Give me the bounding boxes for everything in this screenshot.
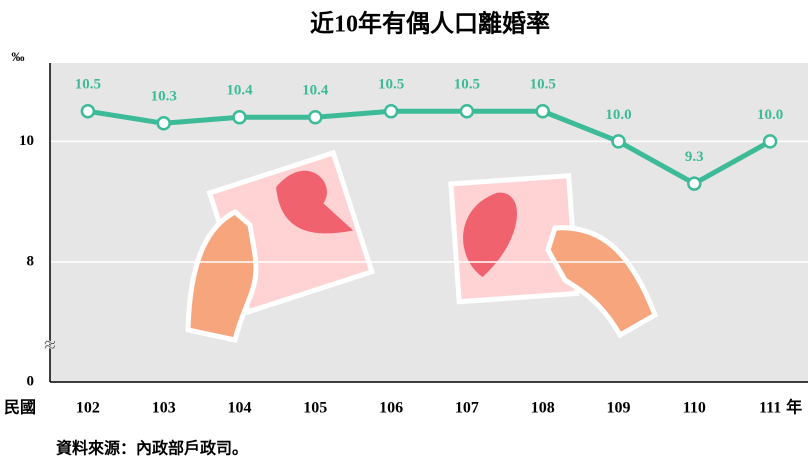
y-tick-label: 0 (27, 373, 35, 389)
data-label: 10.5 (454, 77, 480, 93)
data-point (535, 103, 550, 119)
chart-title: 近10年有偶人口離婚率 (310, 10, 550, 38)
source-note: 資料來源：內政部戶政司。 (56, 439, 248, 458)
x-tick-label: 103 (152, 400, 176, 417)
heart-left (276, 170, 354, 234)
data-point (156, 116, 171, 131)
data-point (383, 103, 399, 119)
plot-area (50, 63, 808, 382)
y-tick-label: 8 (27, 253, 35, 269)
hand-left (185, 208, 259, 343)
x-tick-label: 109 (607, 400, 631, 417)
x-tick-label: 104 (228, 400, 252, 417)
x-prefix: 民國 (4, 399, 36, 417)
y-unit: ‰ (12, 49, 25, 64)
x-tick-label: 102 (76, 400, 100, 417)
data-point (232, 110, 247, 125)
x-tick-label: 107 (455, 400, 479, 417)
x-tick-label: 105 (303, 400, 327, 417)
data-label: 10.0 (605, 107, 631, 123)
data-point (459, 103, 475, 119)
data-label: 9.3 (685, 149, 704, 165)
data-label: 10.5 (530, 77, 556, 93)
x-tick-label: 108 (531, 400, 555, 417)
data-label: 10.0 (757, 107, 783, 123)
data-point (308, 110, 323, 125)
illustration (185, 149, 659, 343)
x-tick-label: 111 (759, 400, 781, 417)
data-label: 10.5 (378, 77, 404, 93)
hand-right (545, 225, 659, 339)
axis-break: ≈ (44, 332, 56, 357)
x-tick-label: 110 (683, 400, 706, 417)
data-label: 10.3 (151, 89, 177, 105)
data-point (80, 103, 96, 119)
data-point (687, 176, 702, 191)
y-tick-label: 10 (19, 133, 34, 149)
data-label: 10.4 (302, 83, 329, 99)
data-point (611, 134, 626, 149)
data-line (87, 108, 772, 187)
x-suffix: 年 (786, 398, 802, 417)
x-tick-label: 106 (379, 400, 403, 417)
data-point (762, 134, 778, 149)
data-label: 10.4 (226, 83, 253, 99)
data-label: 10.5 (75, 77, 101, 93)
heart-right (463, 192, 517, 278)
